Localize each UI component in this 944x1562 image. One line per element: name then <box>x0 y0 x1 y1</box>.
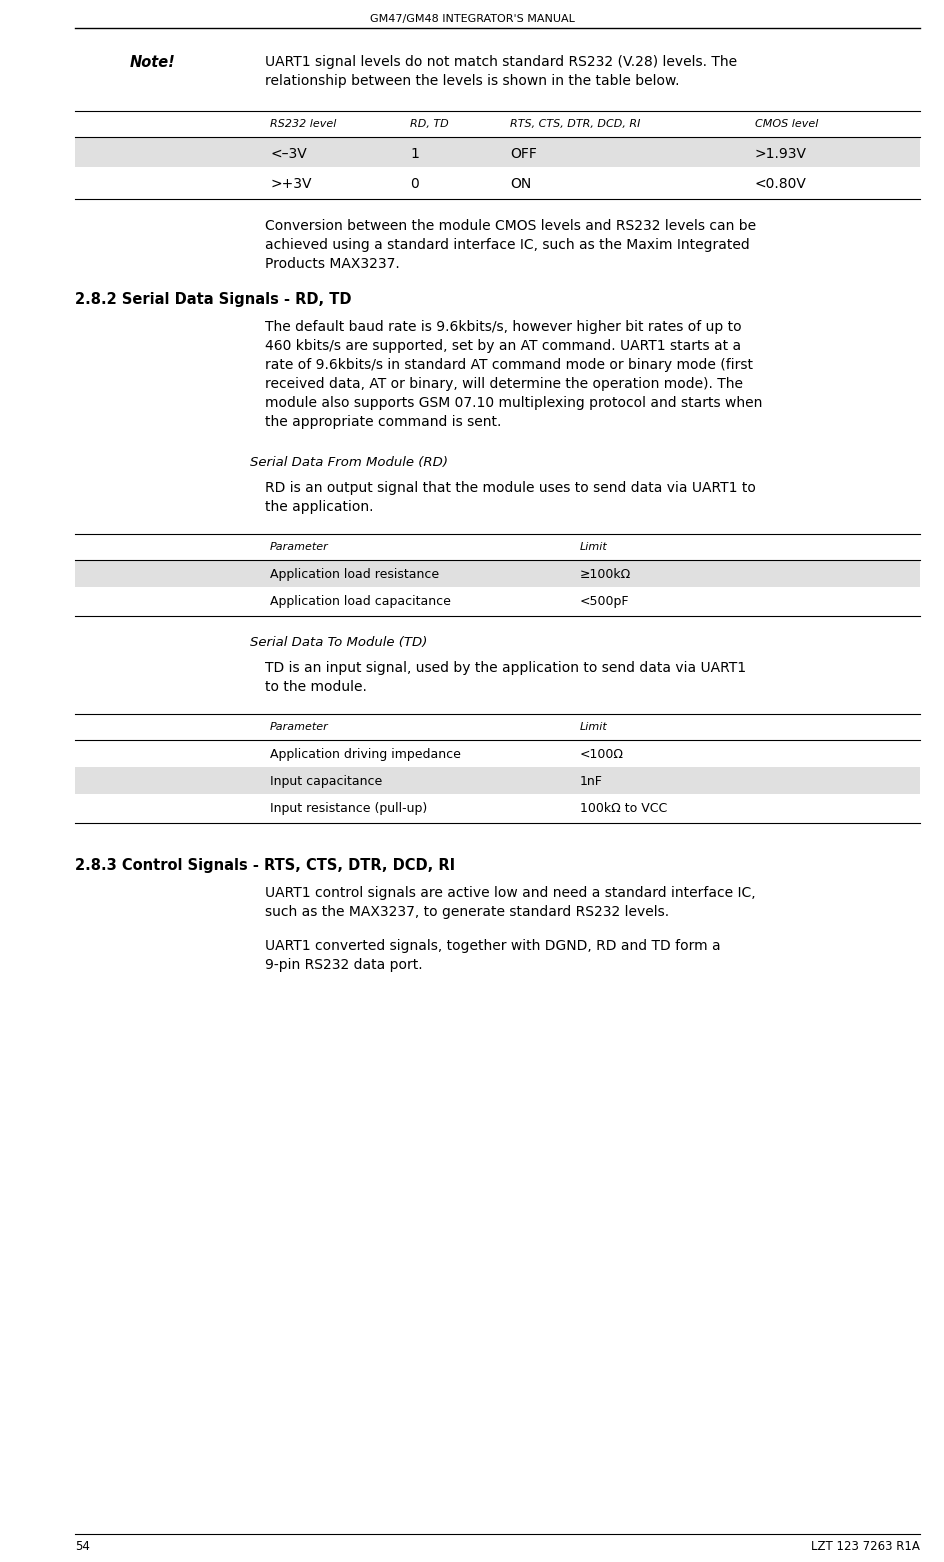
Text: Serial Data To Module (TD): Serial Data To Module (TD) <box>250 636 427 648</box>
Bar <box>75 767 919 793</box>
Text: relationship between the levels is shown in the table below.: relationship between the levels is shown… <box>264 73 679 87</box>
Text: 9-pin RS232 data port.: 9-pin RS232 data port. <box>264 958 422 972</box>
Text: 100kΩ to VCC: 100kΩ to VCC <box>580 801 666 815</box>
Text: TD is an input signal, used by the application to send data via UART1: TD is an input signal, used by the appli… <box>264 661 746 675</box>
Text: 54: 54 <box>75 1540 90 1553</box>
Text: RD, TD: RD, TD <box>410 119 448 130</box>
Text: RD is an output signal that the module uses to send data via UART1 to: RD is an output signal that the module u… <box>264 481 755 495</box>
Text: >+3V: >+3V <box>270 177 312 191</box>
Text: such as the MAX3237, to generate standard RS232 levels.: such as the MAX3237, to generate standar… <box>264 904 668 918</box>
Text: the appropriate command is sent.: the appropriate command is sent. <box>264 415 501 430</box>
Text: ON: ON <box>510 177 531 191</box>
Text: <0.80V: <0.80V <box>754 177 806 191</box>
Text: 1: 1 <box>410 147 418 161</box>
Text: UART1 control signals are active low and need a standard interface IC,: UART1 control signals are active low and… <box>264 886 755 900</box>
Bar <box>75 137 919 167</box>
Text: 460 kbits/s are supported, set by an AT command. UART1 starts at a: 460 kbits/s are supported, set by an AT … <box>264 339 740 353</box>
Text: UART1 converted signals, together with DGND, RD and TD form a: UART1 converted signals, together with D… <box>264 939 720 953</box>
Text: ≥100kΩ: ≥100kΩ <box>580 569 631 581</box>
Text: RTS, CTS, DTR, DCD, RI: RTS, CTS, DTR, DCD, RI <box>510 119 640 130</box>
Text: <500pF: <500pF <box>580 595 629 608</box>
Text: OFF: OFF <box>510 147 536 161</box>
Text: GM47/GM48 INTEGRATOR'S MANUAL: GM47/GM48 INTEGRATOR'S MANUAL <box>370 14 574 23</box>
Text: Limit: Limit <box>580 542 607 551</box>
Text: Application load capacitance: Application load capacitance <box>270 595 450 608</box>
Text: <100Ω: <100Ω <box>580 748 623 761</box>
Text: Conversion between the module CMOS levels and RS232 levels can be: Conversion between the module CMOS level… <box>264 219 755 233</box>
Bar <box>75 561 919 587</box>
Text: achieved using a standard interface IC, such as the Maxim Integrated: achieved using a standard interface IC, … <box>264 237 749 251</box>
Text: Application load resistance: Application load resistance <box>270 569 439 581</box>
Text: The default baud rate is 9.6kbits/s, however higher bit rates of up to: The default baud rate is 9.6kbits/s, how… <box>264 320 741 334</box>
Text: rate of 9.6kbits/s in standard AT command mode or binary mode (first: rate of 9.6kbits/s in standard AT comman… <box>264 358 752 372</box>
Text: Limit: Limit <box>580 722 607 733</box>
Text: 1nF: 1nF <box>580 775 602 787</box>
Text: 2.8.3 Control Signals - RTS, CTS, DTR, DCD, RI: 2.8.3 Control Signals - RTS, CTS, DTR, D… <box>75 858 455 873</box>
Text: Note!: Note! <box>130 55 176 70</box>
Text: Products MAX3237.: Products MAX3237. <box>264 258 399 270</box>
Text: received data, AT or binary, will determine the operation mode). The: received data, AT or binary, will determ… <box>264 376 742 390</box>
Text: <–3V: <–3V <box>270 147 307 161</box>
Text: Parameter: Parameter <box>270 542 329 551</box>
Text: 0: 0 <box>410 177 418 191</box>
Text: >1.93V: >1.93V <box>754 147 806 161</box>
Text: Parameter: Parameter <box>270 722 329 733</box>
Text: 2.8.2 Serial Data Signals - RD, TD: 2.8.2 Serial Data Signals - RD, TD <box>75 292 351 308</box>
Text: the application.: the application. <box>264 500 373 514</box>
Text: RS232 level: RS232 level <box>270 119 336 130</box>
Text: CMOS level: CMOS level <box>754 119 818 130</box>
Text: LZT 123 7263 R1A: LZT 123 7263 R1A <box>810 1540 919 1553</box>
Text: Application driving impedance: Application driving impedance <box>270 748 461 761</box>
Text: module also supports GSM 07.10 multiplexing protocol and starts when: module also supports GSM 07.10 multiplex… <box>264 397 762 409</box>
Text: UART1 signal levels do not match standard RS232 (V.28) levels. The: UART1 signal levels do not match standar… <box>264 55 736 69</box>
Text: Serial Data From Module (RD): Serial Data From Module (RD) <box>250 456 447 469</box>
Text: Input capacitance: Input capacitance <box>270 775 381 787</box>
Text: Input resistance (pull-up): Input resistance (pull-up) <box>270 801 427 815</box>
Text: to the module.: to the module. <box>264 679 366 694</box>
